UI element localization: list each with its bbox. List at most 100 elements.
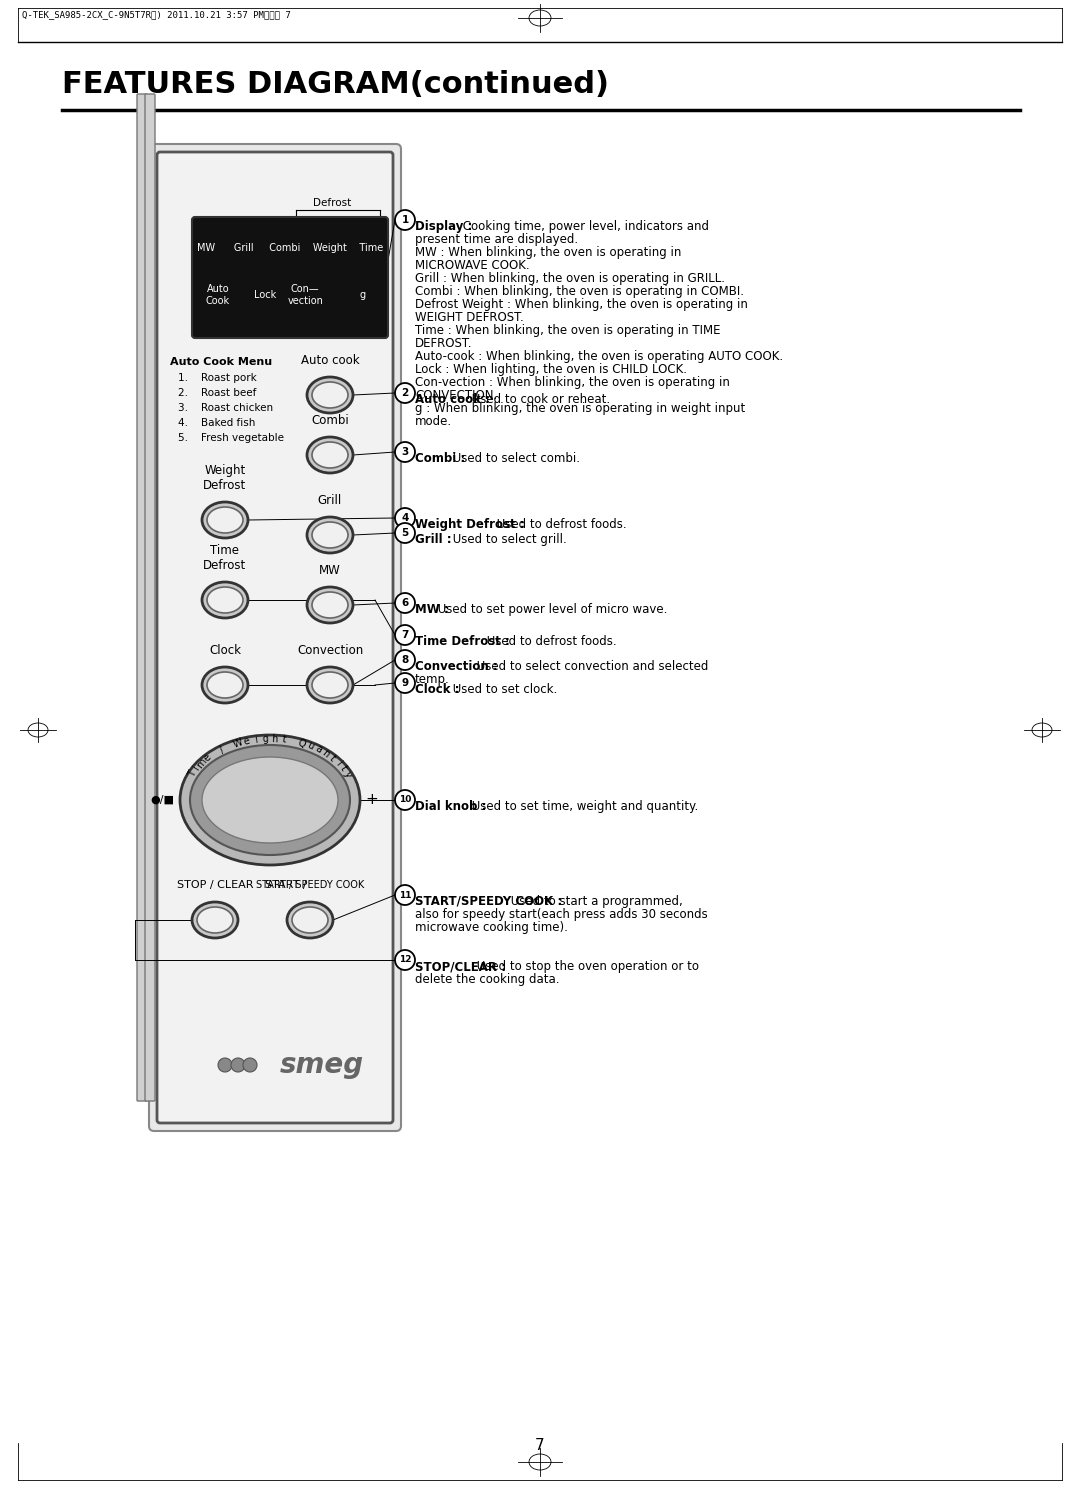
Text: Q: Q — [296, 737, 307, 749]
Text: 2.    Roast beef: 2. Roast beef — [178, 389, 256, 398]
Ellipse shape — [190, 744, 350, 855]
Text: /: / — [218, 744, 226, 755]
Text: WEIGHT DEFROST.: WEIGHT DEFROST. — [415, 311, 524, 325]
Circle shape — [395, 950, 415, 969]
Text: Convection :: Convection : — [415, 660, 498, 673]
Ellipse shape — [287, 902, 333, 938]
FancyBboxPatch shape — [145, 94, 156, 1100]
Text: Defrost Weight : When blinking, the oven is operating in: Defrost Weight : When blinking, the oven… — [415, 298, 747, 311]
Text: Used to select grill.: Used to select grill. — [449, 533, 567, 546]
Text: Time Defrost :: Time Defrost : — [415, 634, 510, 648]
Ellipse shape — [202, 582, 248, 618]
Text: T: T — [186, 770, 198, 779]
Text: 5.    Fresh vegetable: 5. Fresh vegetable — [178, 433, 284, 444]
Text: 7: 7 — [536, 1437, 544, 1452]
Text: Grill :: Grill : — [415, 533, 451, 546]
Text: microwave cooking time).: microwave cooking time). — [415, 922, 568, 934]
Text: h: h — [271, 734, 278, 744]
Ellipse shape — [312, 442, 348, 468]
Text: Used to stop the oven operation or to: Used to stop the oven operation or to — [473, 960, 699, 972]
Text: MW :: MW : — [415, 603, 449, 616]
Text: Weight
Defrost: Weight Defrost — [203, 465, 246, 491]
Circle shape — [395, 651, 415, 670]
Text: Clock: Clock — [210, 645, 241, 657]
Text: ●/■: ●/■ — [150, 795, 174, 806]
Text: MW      Grill     Combi    Weight    Time: MW Grill Combi Weight Time — [197, 243, 383, 253]
Text: a: a — [313, 743, 323, 755]
Ellipse shape — [312, 672, 348, 698]
Text: 7: 7 — [402, 630, 408, 640]
Ellipse shape — [207, 587, 243, 613]
Text: Con—
vection: Con— vection — [287, 284, 323, 305]
Text: Used to start a programmed,: Used to start a programmed, — [507, 895, 683, 908]
Text: Grill : When blinking, the oven is operating in GRILL.: Grill : When blinking, the oven is opera… — [415, 272, 725, 284]
FancyBboxPatch shape — [137, 94, 147, 1100]
Text: Used to set power level of micro wave.: Used to set power level of micro wave. — [434, 603, 667, 616]
Text: 1: 1 — [402, 214, 408, 225]
Text: Combi : When blinking, the oven is operating in COMBI.: Combi : When blinking, the oven is opera… — [415, 284, 744, 298]
Text: e: e — [202, 752, 214, 764]
Text: Grill: Grill — [318, 494, 342, 506]
Text: +: + — [365, 792, 378, 807]
Ellipse shape — [312, 383, 348, 408]
Text: MW : When blinking, the oven is operating in: MW : When blinking, the oven is operatin… — [415, 246, 681, 259]
Text: 2: 2 — [402, 389, 408, 398]
Text: Used to set time, weight and quantity.: Used to set time, weight and quantity. — [469, 800, 699, 813]
Ellipse shape — [312, 593, 348, 618]
Text: 3: 3 — [402, 447, 408, 457]
Text: Auto Cook Menu: Auto Cook Menu — [170, 357, 272, 366]
Text: Used to select convection and selected: Used to select convection and selected — [473, 660, 708, 673]
Text: 6: 6 — [402, 599, 408, 608]
Ellipse shape — [202, 756, 338, 843]
Text: t: t — [338, 764, 349, 773]
Text: Weight Defrost :: Weight Defrost : — [415, 518, 525, 532]
Text: Auto cook :: Auto cook : — [415, 393, 490, 406]
Text: MICROWAVE COOK.: MICROWAVE COOK. — [415, 259, 529, 272]
Circle shape — [395, 442, 415, 462]
Text: Used to select combi.: Used to select combi. — [449, 453, 580, 465]
Text: START/SPEEDY COOK :: START/SPEEDY COOK : — [415, 895, 563, 908]
Circle shape — [395, 593, 415, 613]
Text: Combi: Combi — [311, 414, 349, 427]
Text: temp.: temp. — [415, 673, 449, 686]
Ellipse shape — [197, 907, 233, 934]
Text: Cooking time, power level, indicators and: Cooking time, power level, indicators an… — [459, 220, 708, 232]
Text: Q-TEK_SA985-2CX_C-9N5T7R열) 2011.10.21 3:57 PM페이지 7: Q-TEK_SA985-2CX_C-9N5T7R열) 2011.10.21 3:… — [22, 10, 291, 19]
Text: 10: 10 — [399, 795, 411, 804]
Circle shape — [231, 1059, 245, 1072]
Text: MW: MW — [319, 564, 341, 578]
Ellipse shape — [192, 902, 238, 938]
Ellipse shape — [307, 517, 353, 552]
Ellipse shape — [307, 436, 353, 474]
Text: also for speedy start(each press adds 30 seconds: also for speedy start(each press adds 30… — [415, 908, 707, 922]
Text: Defrost: Defrost — [313, 198, 351, 208]
Ellipse shape — [307, 377, 353, 412]
Text: t: t — [327, 753, 337, 762]
Text: mode.: mode. — [415, 415, 453, 427]
Text: W: W — [232, 737, 244, 750]
Text: Used to cook or reheat.: Used to cook or reheat. — [469, 393, 610, 406]
Text: Used to set clock.: Used to set clock. — [449, 683, 557, 695]
Text: Con-vection : When blinking, the oven is operating in: Con-vection : When blinking, the oven is… — [415, 377, 730, 389]
Text: n: n — [320, 747, 332, 759]
Text: y: y — [342, 770, 353, 779]
Ellipse shape — [207, 672, 243, 698]
Text: g: g — [262, 734, 269, 744]
Text: 12: 12 — [399, 956, 411, 965]
Text: Time
Defrost: Time Defrost — [203, 543, 246, 572]
Circle shape — [243, 1059, 257, 1072]
Text: STOP/CLEAR :: STOP/CLEAR : — [415, 960, 507, 972]
Text: 5: 5 — [402, 529, 408, 538]
Text: i: i — [191, 765, 202, 773]
Ellipse shape — [207, 506, 243, 533]
Text: e: e — [243, 736, 252, 747]
Text: Lock: Lock — [254, 290, 276, 299]
FancyBboxPatch shape — [149, 144, 401, 1132]
Circle shape — [395, 210, 415, 229]
Text: STOP / CLEAR: STOP / CLEAR — [177, 880, 253, 890]
Text: delete the cooking data.: delete the cooking data. — [415, 972, 559, 986]
Circle shape — [395, 508, 415, 529]
Ellipse shape — [312, 523, 348, 548]
Ellipse shape — [292, 907, 328, 934]
Text: 3.    Roast chicken: 3. Roast chicken — [178, 404, 273, 412]
